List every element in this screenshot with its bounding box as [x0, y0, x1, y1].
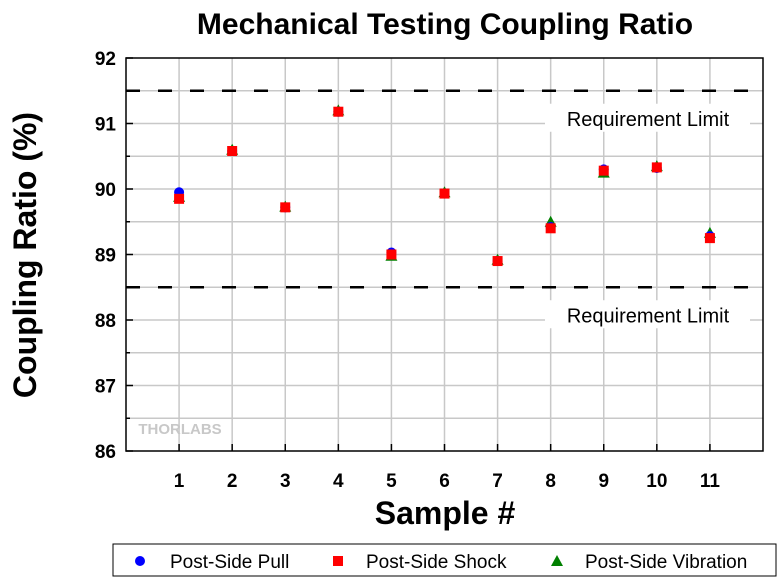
x-tick-label: 3 — [280, 471, 291, 492]
y-tick-label: 88 — [95, 311, 116, 332]
legend-marker-pull — [135, 556, 145, 566]
point-post-side-shock — [598, 165, 609, 176]
point-post-side-shock — [704, 233, 715, 244]
x-tick-label: 4 — [333, 471, 344, 492]
point-post-side-shock — [174, 193, 185, 204]
x-tick-label: 6 — [439, 471, 450, 492]
point-post-side-shock — [386, 249, 397, 260]
requirement-limit-label: Requirement Limit — [567, 305, 730, 327]
y-tick-label: 91 — [95, 115, 117, 136]
y-tick-label: 90 — [95, 180, 116, 201]
legend-marker-shock — [333, 556, 343, 566]
point-post-side-shock — [280, 202, 291, 213]
y-tick-label: 86 — [95, 442, 116, 463]
point-post-side-shock — [492, 256, 503, 267]
x-tick-label: 9 — [598, 471, 609, 492]
x-tick-label: 7 — [492, 471, 503, 492]
x-tick-label: 2 — [227, 471, 238, 492]
point-post-side-shock — [651, 162, 662, 173]
point-post-side-shock — [333, 106, 344, 117]
legend: Post-Side Pull Post-Side Shock Post-Side… — [112, 543, 777, 577]
point-post-side-shock — [439, 188, 450, 199]
requirement-limit-label-bg — [545, 300, 750, 329]
x-tick-label: 10 — [646, 471, 667, 492]
y-tick-label: 92 — [95, 49, 116, 70]
legend-label-pull: Post-Side Pull — [170, 552, 289, 573]
x-tick-label: 5 — [386, 471, 397, 492]
chart-title: Mechanical Testing Coupling Ratio — [197, 8, 693, 41]
legend-label-vibration: Post-Side Vibration — [585, 552, 747, 573]
y-axis-label: Coupling Ratio (%) — [7, 112, 43, 398]
point-post-side-shock — [545, 223, 556, 234]
point-post-side-shock — [227, 146, 238, 157]
x-axis-label: Sample # — [375, 495, 516, 531]
legend-marker-vibration — [551, 555, 563, 566]
requirement-limit-label: Requirement Limit — [567, 109, 730, 131]
y-tick-label: 87 — [95, 377, 116, 398]
x-tick-label: 8 — [545, 471, 556, 492]
requirement-limit-label-bg — [545, 103, 750, 132]
legend-label-shock: Post-Side Shock — [366, 552, 507, 573]
y-tick-label: 89 — [95, 246, 116, 267]
thorlabs-watermark: THORLABS — [138, 421, 221, 438]
x-tick-label: 1 — [174, 471, 185, 492]
x-tick-label: 11 — [700, 471, 721, 492]
